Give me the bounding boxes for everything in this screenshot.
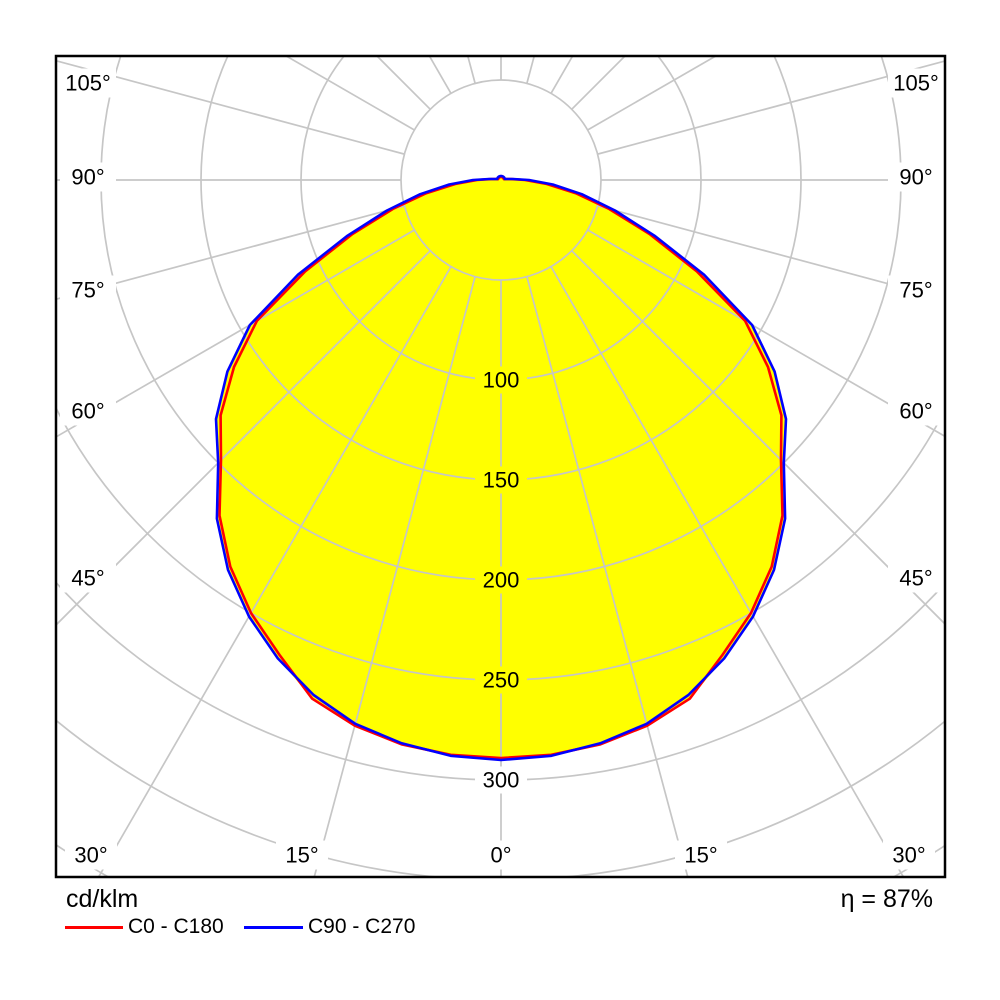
angle-label-right: 105° — [893, 71, 939, 96]
grid-ray — [597, 60, 945, 155]
curve-c90-c270 — [214, 174, 788, 762]
grid-ray — [56, 205, 405, 301]
efficiency-label: η = 87% — [840, 885, 933, 913]
angle-label-right: 90° — [899, 165, 932, 190]
grid-ray — [597, 205, 945, 300]
angle-label-bottom-halo — [65, 840, 117, 870]
radial-label: 150 — [483, 468, 520, 493]
legend-label-c90: C90 - C270 — [308, 915, 416, 938]
angle-label-bottom: 0° — [490, 843, 511, 868]
angle-label-bottom: 15° — [285, 843, 318, 868]
legend-line-c90 — [244, 926, 303, 929]
angle-label-left: 105° — [65, 71, 111, 96]
legend-line-c0 — [65, 926, 123, 929]
unit-label: cd/klm — [66, 885, 139, 913]
angle-label-right-halo — [888, 162, 944, 192]
angle-label-bottom: 30° — [74, 843, 107, 868]
angle-label-left-halo — [60, 162, 116, 192]
angle-label-left-halo — [60, 68, 116, 98]
angle-label-left: 45° — [71, 566, 104, 591]
chart-labels: 100 150 200 250 300 105° 90° 75° 60° 45° 105° 90° 75… — [60, 68, 944, 870]
legend-label-c0: C0 - C180 — [128, 915, 224, 938]
grid-ray — [56, 59, 405, 155]
radial-label-halo — [475, 666, 527, 694]
radial-label-halo — [475, 766, 527, 794]
radial-label-halo — [475, 466, 527, 494]
angle-label-right-halo — [888, 275, 944, 305]
radial-label: 100 — [483, 368, 520, 393]
angle-label-right-halo — [888, 396, 944, 426]
radial-label-halo — [475, 366, 527, 394]
angle-label-bottom: 30° — [892, 843, 925, 868]
radial-label: 300 — [483, 768, 520, 793]
angle-label-bottom-halo — [276, 840, 328, 870]
radial-label: 200 — [483, 568, 520, 593]
chart-frame — [54, 54, 947, 879]
angle-label-bottom: 15° — [684, 843, 717, 868]
angle-label-bottom-halo — [475, 840, 527, 870]
angle-label-right-halo — [888, 563, 944, 593]
angle-label-bottom-halo — [675, 840, 727, 870]
angle-label-right-halo — [888, 68, 944, 98]
grid-ray — [284, 56, 415, 131]
angle-label-right: 45° — [899, 566, 932, 591]
angle-label-left-halo — [60, 396, 116, 426]
angle-label-left-halo — [60, 563, 116, 593]
angle-label-left: 60° — [71, 399, 104, 424]
angle-label-left-halo — [60, 275, 116, 305]
angle-label-right: 60° — [899, 399, 932, 424]
radial-label-halo — [475, 566, 527, 594]
angle-label-left: 90° — [71, 165, 104, 190]
grid-ray — [587, 56, 718, 131]
angle-label-right: 75° — [899, 278, 932, 303]
angle-label-bottom-halo — [883, 840, 935, 870]
radial-label: 250 — [483, 668, 520, 693]
angle-label-left: 75° — [71, 278, 104, 303]
